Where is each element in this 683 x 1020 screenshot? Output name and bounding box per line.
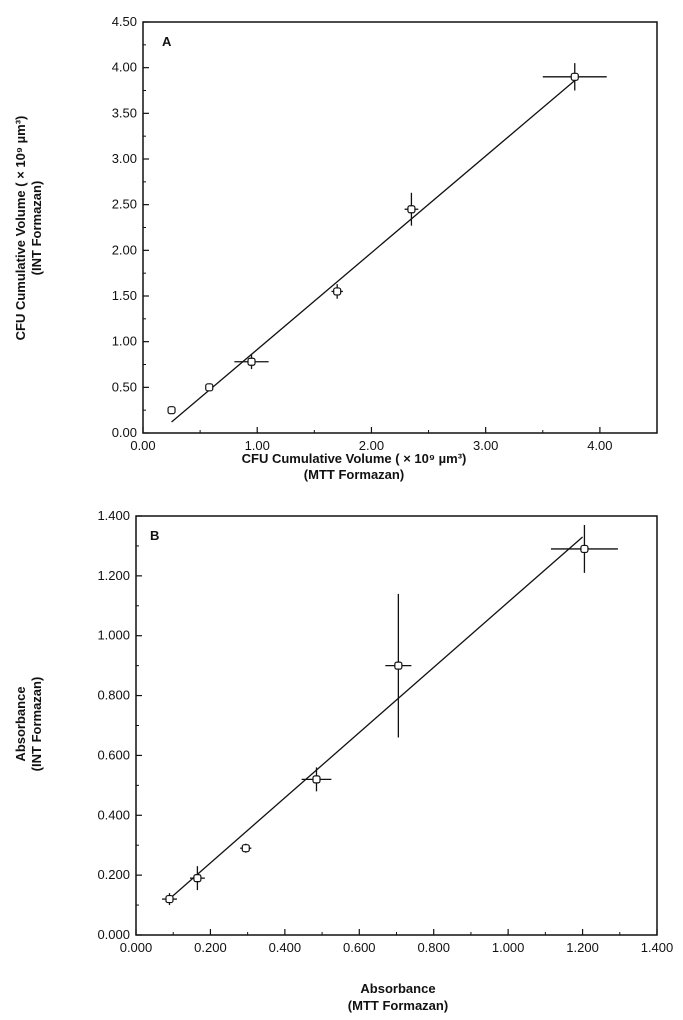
y-tick-label: 0.400 — [97, 807, 130, 822]
plot-frame-b — [135, 515, 658, 936]
y-axis-a: 0.00 0.50 1.00 1.50 2.00 2.50 3.00 3.50 4.00 4.50 — [112, 14, 149, 440]
data-point — [331, 284, 343, 299]
y-axis-title-a: CFU Cumulative Volume ( × 10⁹ µm³) — [13, 116, 28, 341]
fit-line-a — [171, 78, 578, 423]
y-tick-label: 3.50 — [112, 105, 137, 120]
y-tick-label: 4.50 — [112, 14, 137, 29]
panel-label-b: B — [150, 528, 159, 543]
y-tick-label: 1.00 — [112, 334, 137, 349]
point-marker — [394, 661, 403, 670]
data-point — [550, 524, 618, 573]
y-tick-label: 4.00 — [112, 60, 137, 75]
y-tick-label: 0.50 — [112, 379, 137, 394]
x-tick-label: 1.000 — [492, 940, 525, 955]
y-tick-label: 0.200 — [97, 867, 130, 882]
point-marker — [333, 287, 342, 296]
x-tick-label: 3.00 — [473, 438, 498, 453]
panel-label-a: A — [162, 34, 172, 49]
point-marker — [570, 72, 579, 81]
x-tick-label: 2.00 — [359, 438, 384, 453]
x-axis-b: 0.000 0.200 0.400 0.600 0.800 1.000 1.200 1.400 — [120, 929, 674, 955]
x-axis-subtitle-a: (MTT Formazan) — [304, 467, 404, 482]
fit-line-b — [165, 536, 583, 903]
x-axis-title-a: CFU Cumulative Volume ( × 10⁹ µm³) — [242, 451, 467, 466]
x-tick-label: 0.400 — [269, 940, 302, 955]
data-points-a — [167, 63, 607, 415]
y-axis-subtitle-a: (INT Formazan) — [29, 181, 44, 276]
data-point — [301, 767, 332, 792]
data-point — [167, 406, 176, 415]
x-tick-label: 1.00 — [245, 438, 270, 453]
regression-line — [165, 536, 583, 903]
y-tick-label: 3.00 — [112, 151, 137, 166]
point-marker — [312, 775, 321, 784]
data-points-b — [162, 524, 618, 906]
x-tick-label: 0.00 — [130, 438, 155, 453]
x-axis-subtitle-b: (MTT Formazan) — [348, 998, 448, 1013]
y-tick-label: 2.50 — [112, 197, 137, 212]
y-tick-label: 1.000 — [97, 628, 130, 643]
y-axis-b: 0.000 0.200 0.400 0.600 0.800 1.000 1.200 1.400 — [97, 508, 142, 942]
x-tick-label: 1.400 — [641, 940, 674, 955]
point-marker — [193, 874, 202, 883]
x-tick-label: 1.200 — [566, 940, 599, 955]
plot-frame-a — [142, 21, 658, 434]
regression-line — [171, 78, 578, 423]
point-marker — [167, 406, 176, 415]
y-tick-label: 2.00 — [112, 242, 137, 257]
y-tick-label: 0.600 — [97, 747, 130, 762]
y-tick-label: 1.200 — [97, 568, 130, 583]
x-tick-label: 0.600 — [343, 940, 376, 955]
y-tick-label: 0.800 — [97, 688, 130, 703]
x-tick-label: 0.000 — [120, 940, 153, 955]
y-axis-subtitle-b: (INT Formazan) — [29, 677, 44, 772]
point-marker — [241, 844, 250, 853]
data-point — [189, 866, 205, 891]
y-tick-label: 1.400 — [97, 508, 130, 523]
y-axis-title-b: Absorbance — [13, 686, 28, 761]
x-axis-title-b: Absorbance — [360, 981, 435, 996]
data-point — [385, 593, 412, 738]
point-marker — [165, 894, 174, 904]
point-marker — [407, 205, 416, 214]
point-marker — [580, 544, 589, 554]
y-tick-label: 0.000 — [97, 927, 130, 942]
x-tick-label: 0.200 — [194, 940, 227, 955]
point-marker — [247, 357, 256, 366]
data-point — [234, 354, 269, 370]
data-point — [205, 383, 214, 392]
data-point — [542, 63, 607, 91]
x-tick-label: 4.00 — [587, 438, 612, 453]
data-point — [404, 192, 419, 226]
data-point — [162, 893, 177, 906]
data-point — [240, 843, 252, 853]
point-marker — [205, 383, 214, 392]
panel-b: B 0.000 0.200 0.400 0.600 0.800 1.000 1.200 1.4… — [13, 508, 673, 1013]
y-tick-label: 1.50 — [112, 288, 137, 303]
x-tick-label: 0.800 — [417, 940, 450, 955]
panel-a: A 0.00 0.50 1.00 1.50 2.00 2.50 3.00 3.50 4.00 4.… — [13, 14, 658, 482]
y-tick-label: 0.00 — [112, 425, 137, 440]
x-axis-a: 0.00 1.00 2.00 3.00 4.00 — [130, 427, 613, 453]
